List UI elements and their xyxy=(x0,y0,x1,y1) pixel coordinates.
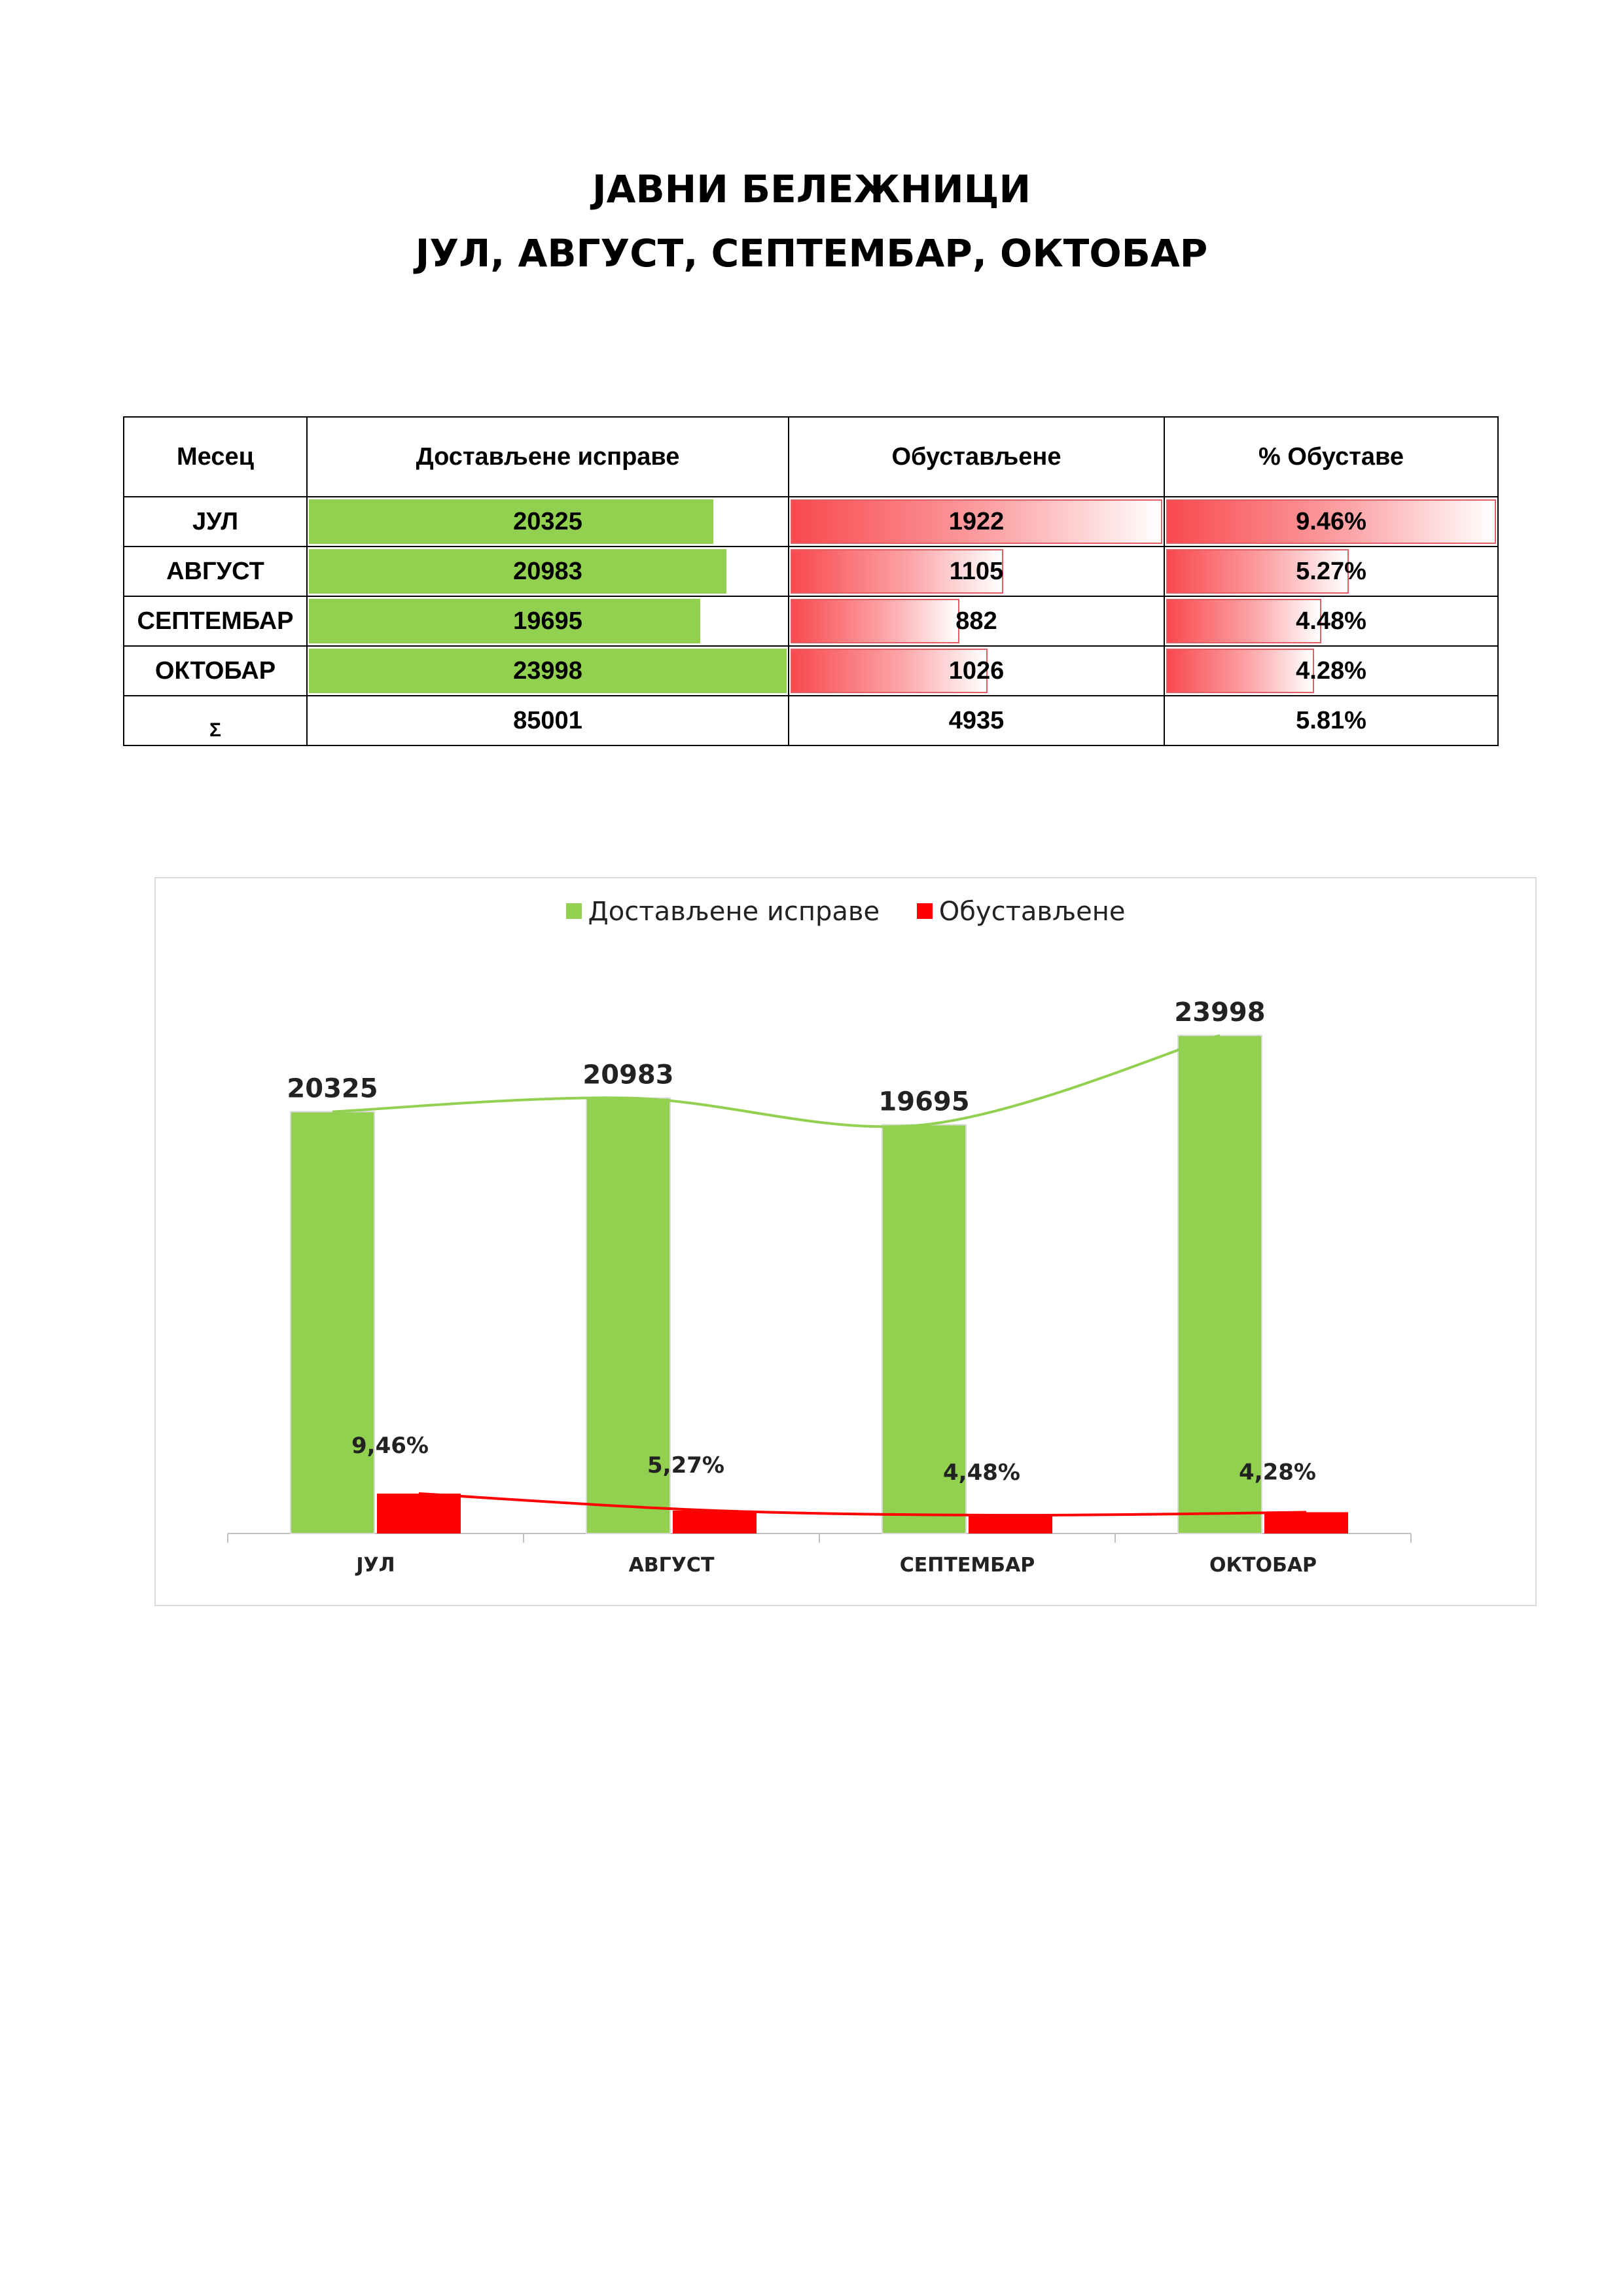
bar-suspended-0 xyxy=(377,1494,461,1534)
data-label-delivered-0: 20325 xyxy=(287,1074,378,1104)
table-header-row: Месец Достављене исправе Обустављене % О… xyxy=(123,416,1499,497)
cell-delivered: 20325 xyxy=(306,496,789,547)
cell-delivered: 23998 xyxy=(306,645,789,696)
total-percent: 5.81% xyxy=(1164,695,1499,746)
data-label-delivered-3: 23998 xyxy=(1174,997,1265,1028)
cell-suspended-databar xyxy=(791,549,1003,594)
cell-suspended-value: 1105 xyxy=(949,557,1004,585)
legend-label-suspended: Обустављене xyxy=(938,897,1126,927)
cell-delivered-databar xyxy=(309,549,726,594)
total-suspended: 4935 xyxy=(788,695,1165,746)
cell-percent-value: 5.27% xyxy=(1296,557,1366,585)
cell-percent-value: 9.46% xyxy=(1296,507,1366,535)
cell-suspended: 1026 xyxy=(788,645,1165,696)
header-delivered: Достављене исправе xyxy=(306,416,789,497)
cell-delivered-value: 23998 xyxy=(513,656,582,685)
legend-swatch-delivered xyxy=(565,903,582,919)
header-percent: % Обуставе xyxy=(1164,416,1499,497)
table-total-row: Σ 85001 4935 5.81% xyxy=(123,695,1499,746)
total-label: Σ xyxy=(123,695,308,746)
data-label-delivered-1: 20983 xyxy=(582,1060,673,1090)
data-label-suspended-1: 5,27% xyxy=(647,1452,724,1479)
cell-month-value: ОКТОБАР xyxy=(154,656,276,685)
total-delivered: 85001 xyxy=(306,695,789,746)
trendline-delivered xyxy=(332,1034,1221,1128)
cell-month: СЕПТЕМБАР xyxy=(123,596,308,647)
cell-suspended-value: 882 xyxy=(955,607,997,635)
cell-month: ОКТОБАР xyxy=(123,645,308,696)
cell-percent-databar xyxy=(1166,649,1314,693)
x-tick-label-0: ЈУЛ xyxy=(355,1554,395,1577)
cell-percent-value: 4.28% xyxy=(1296,656,1366,685)
table-row: ЈУЛ 20325 1922 9.46% xyxy=(123,496,1499,547)
cell-month-value: ЈУЛ xyxy=(192,507,238,535)
legend-item-suspended: Обустављене xyxy=(916,897,1126,927)
cell-delivered: 20983 xyxy=(306,546,789,597)
page-title: ЈАВНИ БЕЛЕЖНИЦИ xyxy=(592,167,1031,211)
data-label-suspended-0: 9,46% xyxy=(351,1433,429,1459)
cell-month: АВГУСТ xyxy=(123,546,308,597)
data-label-delivered-2: 19695 xyxy=(878,1087,969,1117)
cell-percent: 4.48% xyxy=(1164,596,1499,647)
table-row: ОКТОБАР 23998 1026 4.28% xyxy=(123,645,1499,696)
bar-suspended-1 xyxy=(673,1510,757,1534)
header-suspended: Обустављене xyxy=(788,416,1165,497)
page-subtitle: ЈУЛ, АВГУСТ, СЕПТЕМБАР, ОКТОБАР xyxy=(415,231,1208,276)
sigma-label: Σ xyxy=(209,719,221,741)
cell-delivered-databar xyxy=(309,649,787,693)
cell-percent: 4.28% xyxy=(1164,645,1499,696)
cell-suspended-databar xyxy=(791,499,1162,544)
bar-delivered-0 xyxy=(290,1111,375,1534)
cell-delivered-value: 20325 xyxy=(513,507,582,535)
cell-suspended: 1922 xyxy=(788,496,1165,547)
bar-suspended-2 xyxy=(969,1515,1052,1534)
cell-percent-databar xyxy=(1166,599,1321,643)
header-month: Месец xyxy=(123,416,308,497)
cell-delivered-value: 20983 xyxy=(513,557,582,585)
cell-percent: 5.27% xyxy=(1164,546,1499,597)
chart-svg: 20325 9,46% ЈУЛ 20983 5,27% АВГУСТ 19695 4,48% С… xyxy=(227,997,1412,1577)
cell-percent: 9.46% xyxy=(1164,496,1499,547)
cell-delivered: 19695 xyxy=(306,596,789,647)
legend-label-delivered: Достављене исправе xyxy=(588,897,880,927)
trendline-suspended xyxy=(418,1492,1307,1517)
stats-table: Месец Достављене исправе Обустављене % О… xyxy=(123,416,1499,746)
table-row: СЕПТЕМБАР 19695 882 4.48% xyxy=(123,596,1499,647)
cell-month-value: АВГУСТ xyxy=(166,557,264,585)
data-label-suspended-2: 4,48% xyxy=(943,1460,1020,1486)
title-block: ЈАВНИ БЕЛЕЖНИЦИ ЈУЛ, АВГУСТ, СЕПТЕМБАР, … xyxy=(0,157,1623,285)
cell-percent-databar xyxy=(1166,549,1349,594)
cell-delivered-value: 19695 xyxy=(513,607,582,635)
cell-suspended-value: 1922 xyxy=(948,507,1005,535)
bar-delivered-2 xyxy=(882,1124,967,1534)
cell-percent-databar xyxy=(1166,499,1496,544)
x-tick-label-3: ОКТОБАР xyxy=(1209,1554,1317,1577)
cell-percent-value: 4.48% xyxy=(1296,607,1366,635)
x-tick-label-2: СЕПТЕМБАР xyxy=(900,1554,1035,1577)
table-row: АВГУСТ 20983 1105 5.27% xyxy=(123,546,1499,597)
cell-suspended: 882 xyxy=(788,596,1165,647)
cell-suspended: 1105 xyxy=(788,546,1165,597)
cell-suspended-value: 1026 xyxy=(948,656,1005,685)
cell-month-value: СЕПТЕМБАР xyxy=(137,607,294,635)
cell-delivered-databar xyxy=(309,499,713,544)
chart-legend: Достављене исправе Обустављене xyxy=(156,897,1535,927)
bar-suspended-3 xyxy=(1264,1512,1348,1534)
cell-suspended-databar xyxy=(791,599,960,643)
legend-swatch-suspended xyxy=(916,903,933,919)
bar-delivered-1 xyxy=(586,1097,671,1534)
cell-delivered-databar xyxy=(309,599,701,643)
legend-item-delivered: Достављене исправе xyxy=(565,897,880,927)
cell-suspended-databar xyxy=(791,649,988,693)
x-tick-label-1: АВГУСТ xyxy=(629,1554,715,1577)
chart-frame: 20325 9,46% ЈУЛ 20983 5,27% АВГУСТ 19695 4,48% С… xyxy=(154,877,1537,1606)
data-label-suspended-3: 4,28% xyxy=(1239,1459,1316,1485)
cell-month: ЈУЛ xyxy=(123,496,308,547)
